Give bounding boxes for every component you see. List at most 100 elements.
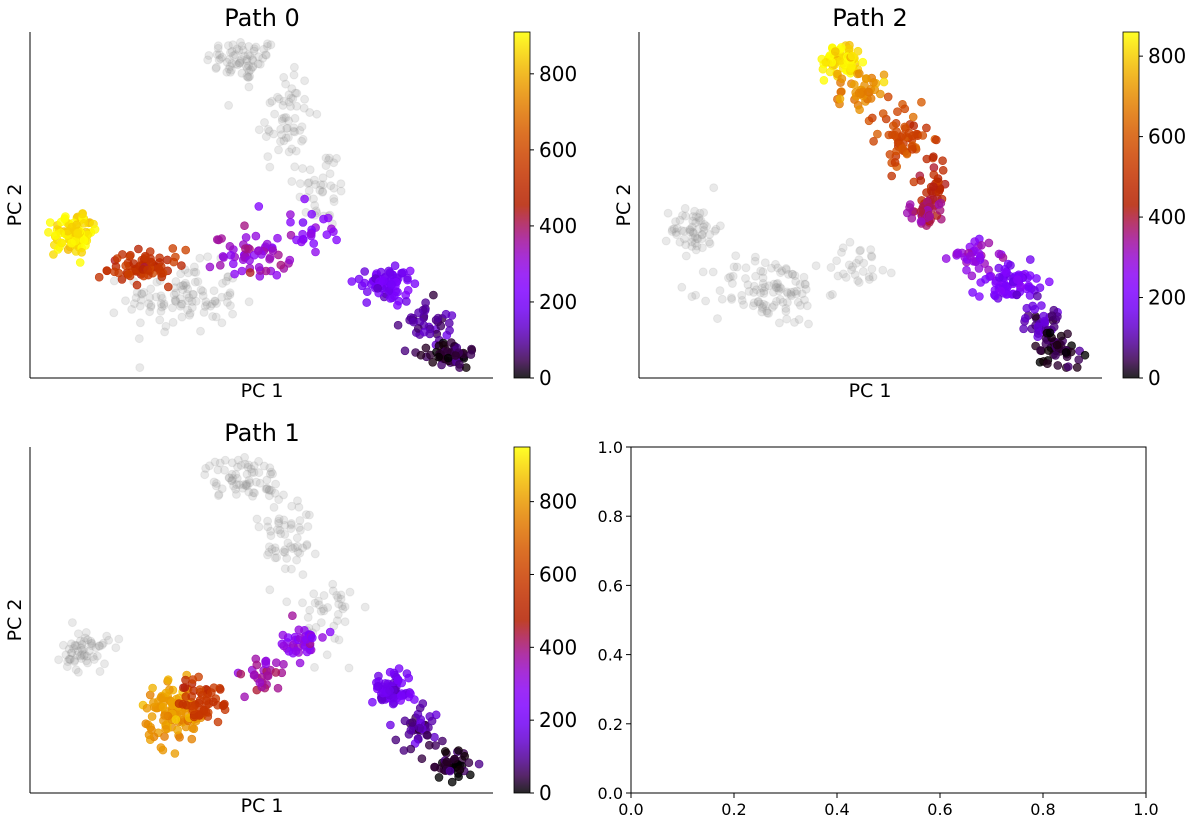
data-point	[968, 288, 977, 297]
background-point	[286, 93, 296, 103]
background-point	[236, 37, 245, 47]
background-point	[73, 629, 83, 639]
background-point	[318, 187, 327, 197]
background-point	[717, 294, 727, 304]
background-point	[318, 604, 328, 614]
background-point	[244, 72, 254, 82]
background-point	[227, 46, 237, 56]
background-point	[758, 267, 768, 277]
data-point	[1016, 282, 1026, 291]
data-point	[171, 715, 181, 724]
background-point	[176, 281, 186, 291]
data-point	[975, 253, 985, 262]
data-point	[249, 670, 259, 680]
data-point	[888, 121, 898, 130]
background-point	[210, 297, 220, 306]
data-point	[1072, 363, 1082, 372]
background-point	[76, 643, 86, 653]
chart-title: Path 2	[832, 4, 908, 32]
background-point	[211, 481, 221, 491]
background-point	[217, 52, 227, 62]
background-point	[280, 529, 290, 539]
background-point	[92, 651, 102, 661]
background-point	[243, 462, 253, 472]
background-point	[235, 56, 245, 66]
background-point	[61, 650, 71, 660]
background-point	[681, 211, 691, 221]
background-point	[214, 55, 224, 65]
background-point	[859, 258, 869, 268]
data-point	[219, 700, 228, 710]
data-point	[861, 74, 871, 83]
data-point	[455, 765, 465, 775]
data-point	[994, 273, 1004, 282]
background-point	[669, 224, 679, 234]
data-point	[268, 246, 278, 255]
data-point	[427, 716, 437, 726]
data-point	[441, 309, 451, 319]
background-point	[201, 463, 211, 473]
background-point	[782, 298, 792, 307]
data-point	[1061, 348, 1071, 357]
background-point	[224, 64, 234, 74]
background-point	[678, 211, 687, 220]
colorbar-tick-label: 800	[1148, 44, 1186, 68]
background-point	[232, 480, 242, 490]
data-point	[273, 233, 282, 243]
data-point	[245, 268, 255, 277]
path-points	[817, 40, 1090, 372]
background-point	[847, 265, 857, 275]
data-point	[263, 671, 272, 680]
background-point	[290, 127, 300, 137]
background-point	[248, 62, 258, 72]
data-point	[1024, 282, 1033, 292]
background-point	[332, 590, 342, 600]
background-point	[161, 321, 171, 331]
background-point	[316, 180, 326, 190]
background-point	[242, 481, 252, 491]
data-point	[447, 777, 457, 787]
panel-2: Path 1 PC 1 PC 2 0 200 400 600 800	[4, 419, 577, 817]
background-point	[340, 602, 350, 612]
background-point	[233, 462, 243, 472]
data-point	[460, 751, 470, 761]
background-point	[737, 290, 747, 300]
background-point	[225, 288, 235, 298]
background-point	[245, 478, 255, 488]
colorbar-tick-label: 0	[539, 781, 552, 805]
background-point	[231, 484, 241, 494]
background-point	[233, 60, 243, 70]
path-points	[138, 611, 484, 787]
data-point	[879, 70, 889, 80]
background-point	[235, 58, 244, 68]
data-point	[286, 217, 295, 227]
data-point	[466, 350, 476, 359]
background-point	[247, 467, 257, 477]
background-point	[691, 290, 701, 300]
background-point	[692, 241, 702, 251]
background-point	[253, 59, 263, 69]
data-point	[141, 253, 150, 263]
background-point	[249, 44, 259, 54]
background-point	[193, 277, 203, 287]
background-point	[77, 645, 87, 655]
background-point	[692, 233, 702, 243]
data-point	[399, 268, 408, 277]
background-point	[95, 667, 105, 676]
background-point	[858, 267, 868, 276]
data-point	[319, 214, 328, 224]
background-point	[171, 288, 181, 298]
data-point	[90, 225, 100, 234]
background-point	[715, 286, 725, 296]
data-point	[454, 746, 463, 755]
background-point	[244, 61, 253, 71]
background-point	[183, 268, 193, 278]
data-point	[262, 239, 272, 249]
background-point	[73, 667, 83, 677]
y-tick-label: 0.8	[598, 507, 623, 526]
background-point	[244, 66, 254, 76]
background-point	[753, 297, 763, 307]
background-point	[237, 41, 247, 51]
background-point	[228, 473, 238, 483]
background-point	[254, 125, 264, 135]
